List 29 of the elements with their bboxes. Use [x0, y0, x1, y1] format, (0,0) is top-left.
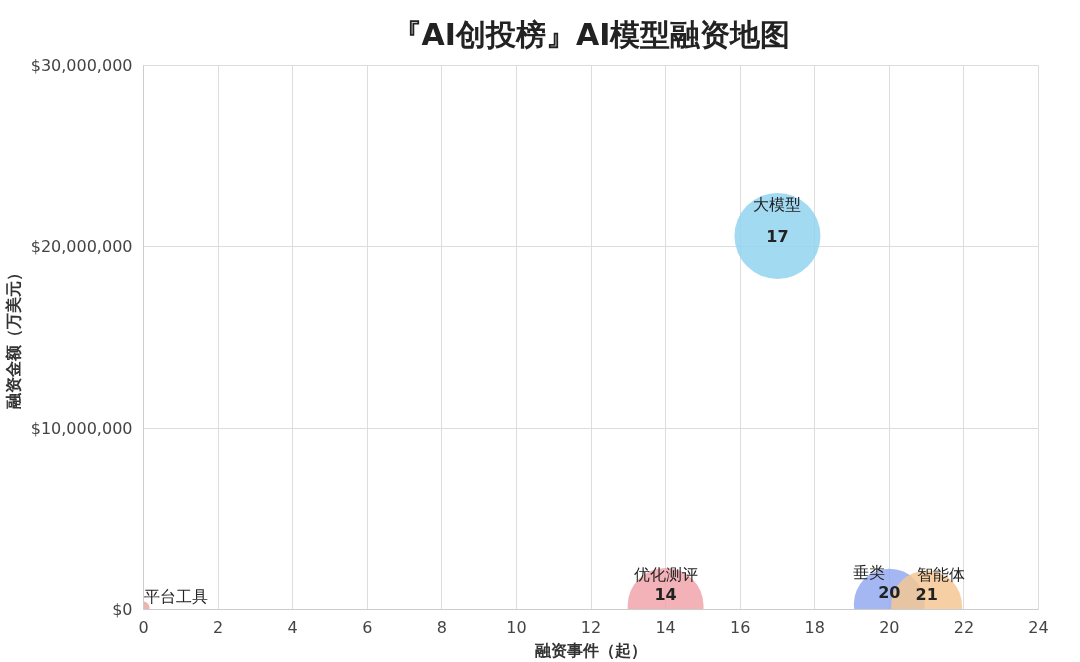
x-tick-label: 8 — [436, 617, 447, 637]
x-tick-label: 20 — [879, 617, 900, 637]
series-label: 智能体 — [916, 564, 965, 584]
x-tick-label: 12 — [580, 617, 602, 637]
y-tick-label: $0 — [112, 600, 133, 619]
y-axis-title: 融资金额（万美元） — [3, 265, 23, 410]
x-tick-label: 2 — [212, 617, 224, 637]
annotation: 21 — [915, 584, 938, 604]
y-tick-label: $30,000,000 — [30, 56, 133, 75]
x-tick-label: 0 — [138, 617, 149, 637]
x-tick-label: 16 — [729, 617, 751, 637]
x-tick-label: 18 — [804, 617, 825, 637]
y-tick-label: $20,000,000 — [30, 237, 133, 257]
annotation: 14 — [654, 584, 677, 604]
y-tick-label: $10,000,000 — [30, 418, 133, 438]
chart-title: 『AI创投榜』AI模型融资地图 — [391, 16, 791, 52]
x-tick-label: 14 — [655, 617, 676, 637]
x-tick-label: 4 — [287, 617, 298, 637]
annotation: 20 — [878, 583, 901, 603]
x-axis-title: 融资事件（起） — [535, 640, 647, 660]
series-label: 优化测评 — [633, 564, 698, 584]
series-label: 平台工具 — [143, 586, 208, 606]
x-tick-label: 24 — [1028, 617, 1049, 637]
annotation: 17 — [766, 226, 789, 246]
series-label: 垂类 — [853, 563, 886, 583]
x-tick-label: 22 — [953, 617, 975, 637]
x-tick-label: 10 — [506, 617, 527, 637]
x-tick-label: 6 — [362, 617, 373, 637]
series-label: 大模型 — [753, 194, 802, 214]
